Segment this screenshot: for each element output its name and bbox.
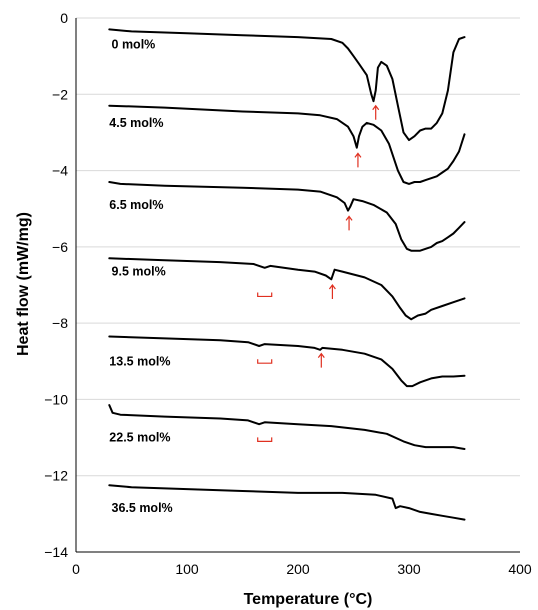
series-line — [108, 181, 466, 252]
x-tick-label: 200 — [286, 561, 310, 577]
transition-arrow — [345, 215, 353, 231]
y-tick-label: −10 — [44, 391, 68, 407]
series-label: 22.5 mol% — [109, 431, 170, 445]
series-label: 9.5 mol% — [112, 265, 166, 279]
series-labels: 0 mol% 4.5 mol% 6.5 mol% 9.5 mol% 13.5 mol% 2… — [109, 38, 172, 515]
y-tick-label: −6 — [52, 239, 68, 255]
y-tick-label: −8 — [52, 315, 68, 331]
y-tick-label: −14 — [44, 544, 68, 560]
series-line — [108, 335, 466, 388]
x-tick-labels: 0 100 200 300 400 — [72, 561, 532, 577]
x-tick-label: 0 — [72, 561, 80, 577]
transition-arrow — [317, 352, 325, 368]
series-line — [108, 28, 466, 142]
gridlines — [76, 17, 520, 553]
transition-arrow — [372, 104, 380, 120]
x-tick-label: 400 — [508, 561, 532, 577]
glass-transition-bracket — [257, 437, 273, 442]
x-tick-label: 100 — [175, 561, 199, 577]
series-line — [108, 257, 466, 321]
series-label: 0 mol% — [112, 38, 156, 52]
series-line — [108, 404, 466, 450]
glass-transition-bracket — [257, 359, 273, 364]
curves — [108, 28, 466, 521]
series-label: 6.5 mol% — [109, 198, 163, 212]
series-line — [108, 104, 466, 185]
markers — [257, 104, 380, 442]
y-axis-title: Heat flow (mW/mg) — [15, 212, 32, 356]
transition-arrow — [328, 284, 336, 299]
x-tick-label: 300 — [397, 561, 421, 577]
series-label: 13.5 mol% — [109, 354, 170, 368]
y-tick-label: 0 — [60, 10, 68, 26]
y-tick-label: −4 — [52, 163, 68, 179]
x-axis-title: Temperature (°C) — [244, 591, 373, 608]
glass-transition-bracket — [257, 292, 273, 298]
y-tick-label: −12 — [44, 468, 68, 484]
series-line — [108, 484, 466, 521]
transition-arrow — [354, 152, 362, 168]
y-tick-label: −2 — [52, 86, 68, 102]
series-label: 4.5 mol% — [109, 116, 163, 130]
y-tick-labels: 0 −2 −4 −6 −8 −10 −12 −14 — [44, 10, 68, 560]
series-label: 36.5 mol% — [112, 501, 173, 515]
